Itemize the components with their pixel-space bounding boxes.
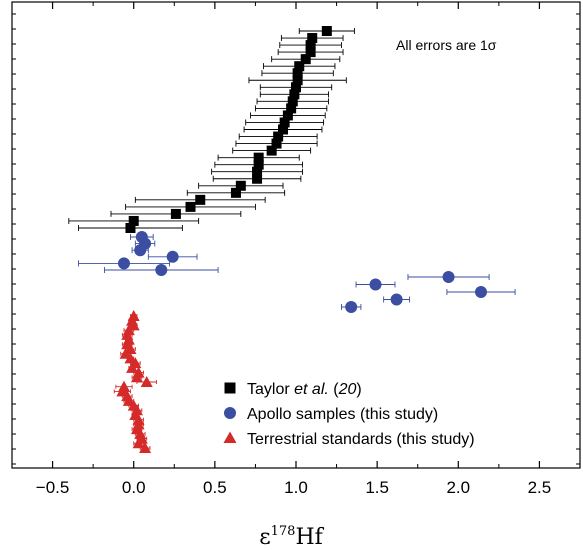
legend: Taylor et al. (20) Apollo samples (this … xyxy=(223,381,475,448)
x-tick-label: 1.0 xyxy=(284,478,308,497)
data-point-terrestrial xyxy=(126,361,139,373)
axes-layer: −0.5 0.0 0.5 1.0 1.5 2.0 2.5 xyxy=(11,2,581,497)
x-tick-label: 2.0 xyxy=(446,478,470,497)
data-point-taylor xyxy=(278,124,289,135)
data-point-taylor xyxy=(235,180,246,191)
data-point-taylor xyxy=(282,110,293,121)
data-point-taylor xyxy=(289,89,300,100)
x-tick-label: 1.5 xyxy=(365,478,389,497)
data-point-taylor xyxy=(252,166,263,177)
data-point-taylor xyxy=(253,159,264,170)
data-point-taylor xyxy=(286,103,297,114)
legend-label-taylor-italic: et al. xyxy=(294,381,329,398)
data-point-taylor xyxy=(292,75,303,86)
data-point-apollo xyxy=(134,244,147,257)
data-point-taylor xyxy=(271,138,282,149)
x-axis-label-superscript: 178 xyxy=(271,524,296,539)
data-point-terrestrial xyxy=(132,437,145,449)
x-axis-label-element: Hf xyxy=(295,525,324,550)
legend-label-terrestrial: Terrestrial standards (this study) xyxy=(247,431,475,448)
x-tick-label: 2.5 xyxy=(528,478,552,497)
data-point-taylor xyxy=(273,131,284,142)
x-tick-label: −0.5 xyxy=(36,478,70,497)
data-point-apollo xyxy=(155,264,168,276)
legend-label-taylor-plain: Taylor xyxy=(247,381,294,398)
legend-marker-apollo xyxy=(224,407,236,419)
data-point-taylor xyxy=(125,223,136,233)
data-point-terrestrial xyxy=(139,442,152,453)
data-point-apollo xyxy=(475,286,488,298)
data-point-apollo xyxy=(369,278,382,291)
data-point-taylor xyxy=(307,33,318,44)
data-point-taylor xyxy=(170,208,181,219)
data-point-apollo xyxy=(117,257,130,270)
legend-label-taylor-ref: 20 xyxy=(338,381,357,398)
data-point-taylor xyxy=(128,215,139,226)
legend-label-taylor: Taylor et al. (20) xyxy=(247,381,362,398)
data-point-apollo xyxy=(390,293,403,306)
x-axis-label: ε178Hf xyxy=(259,524,324,550)
legend-label-taylor-paren-close: ) xyxy=(356,381,361,398)
data-point-apollo xyxy=(166,250,179,263)
data-point-taylor xyxy=(279,117,290,128)
data-point-taylor xyxy=(291,82,301,93)
x-tick-label: 0.0 xyxy=(122,478,146,497)
data-point-terrestrial xyxy=(140,376,153,387)
x-axis-label-epsilon: ε xyxy=(259,525,270,550)
data-point-taylor xyxy=(253,152,264,163)
data-point-taylor xyxy=(292,68,303,79)
legend-label-taylor-paren-open: ( xyxy=(329,381,339,398)
legend-label-apollo: Apollo samples (this study) xyxy=(247,406,438,423)
data-point-apollo xyxy=(442,271,455,283)
data-point-taylor xyxy=(266,145,277,156)
data-point-terrestrial xyxy=(130,371,143,383)
data-point-taylor xyxy=(195,194,206,205)
data-point-taylor xyxy=(305,40,316,51)
data-point-taylor xyxy=(305,47,316,58)
legend-marker-terrestrial xyxy=(223,431,237,443)
data-point-taylor xyxy=(287,96,298,107)
data-point-taylor xyxy=(300,54,311,65)
legend-marker-taylor xyxy=(224,382,236,394)
annotation-errors: All errors are 1σ xyxy=(396,37,497,53)
data-point-taylor xyxy=(252,173,263,184)
data-point-taylor xyxy=(321,26,332,36)
x-tick-label: 0.5 xyxy=(203,478,227,497)
data-point-taylor xyxy=(185,201,196,212)
data-point-taylor xyxy=(230,187,241,198)
data-point-apollo xyxy=(345,301,358,313)
data-point-taylor xyxy=(294,61,305,72)
markers-layer xyxy=(116,26,488,453)
